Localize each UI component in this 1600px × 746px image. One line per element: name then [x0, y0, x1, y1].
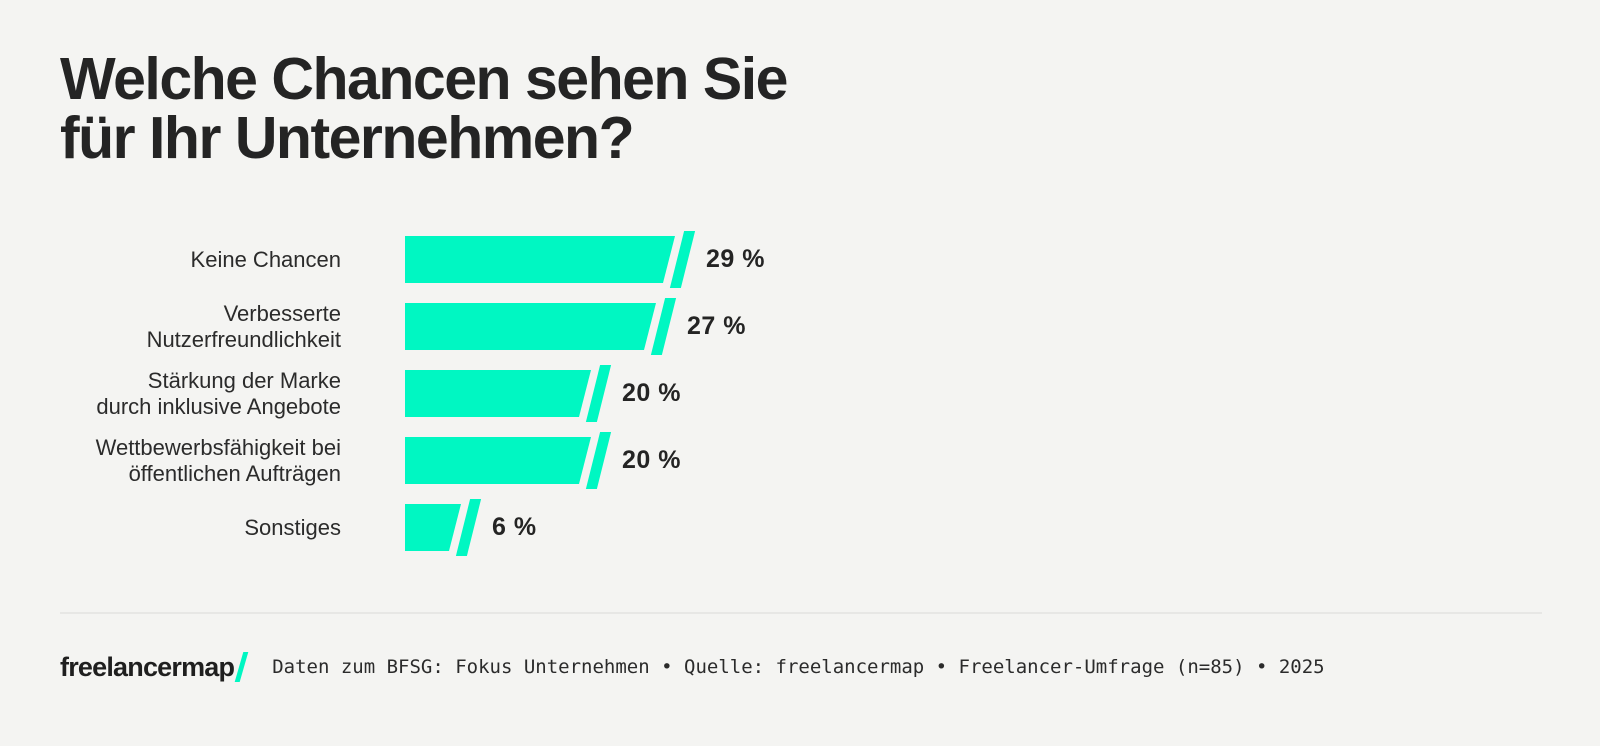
source-text: Daten zum BFSG: Fokus Unternehmen • Quel…: [272, 656, 1325, 678]
bar-row: Keine Chancen 29 %: [60, 231, 765, 288]
category-label: Verbesserte Nutzerfreundlichkeit: [146, 300, 341, 352]
footer-divider: [60, 612, 1542, 614]
bar: [405, 236, 675, 283]
chart-title: Welche Chancen sehen Sie für Ihr Unterne…: [60, 46, 788, 171]
value-label: 20 %: [622, 446, 681, 474]
value-label: 20 %: [622, 379, 681, 407]
logo-text: freelancermap: [60, 651, 235, 682]
bar: [405, 504, 461, 551]
bar-row: Wettbewerbsfähigkeit bei öffentlichen Au…: [60, 432, 765, 489]
value-label: 27 %: [687, 312, 746, 340]
category-label: Sonstiges: [244, 514, 341, 540]
bar-row: Stärkung der Marke durch inklusive Angeb…: [60, 365, 765, 422]
bar-row: Verbesserte Nutzerfreundlichkeit 27 %: [60, 298, 765, 355]
category-label: Wettbewerbsfähigkeit bei öffentlichen Au…: [95, 434, 341, 486]
bar-area: 27 %: [405, 298, 746, 355]
value-label: 6 %: [492, 513, 537, 541]
bar-area: 6 %: [405, 499, 537, 556]
freelancermap-logo: freelancermap: [60, 651, 249, 683]
value-label: 29 %: [706, 245, 765, 273]
bar: [405, 303, 656, 350]
bar: [405, 437, 591, 484]
category-label: Keine Chancen: [190, 246, 341, 272]
logo-slash-icon: [234, 652, 249, 682]
bar: [405, 370, 591, 417]
bar-area: 20 %: [405, 432, 681, 489]
bar-chart: Keine Chancen 29 % Verbesserte Nutzerfre…: [60, 231, 765, 571]
footer: freelancermap Daten zum BFSG: Fokus Unte…: [60, 650, 1325, 684]
bar-area: 20 %: [405, 365, 681, 422]
bar-area: 29 %: [405, 231, 765, 288]
bar-row: Sonstiges 6 %: [60, 499, 765, 556]
category-label: Stärkung der Marke durch inklusive Angeb…: [96, 367, 341, 419]
